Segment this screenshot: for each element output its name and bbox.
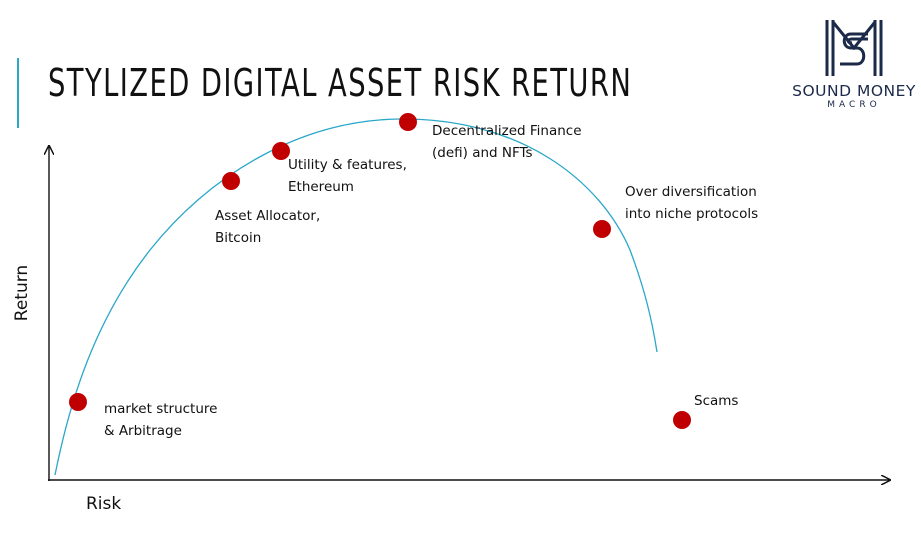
point-label-line: Utility & features, xyxy=(288,157,407,173)
point-label-over-diversification: Over diversification into niche protocols xyxy=(625,181,758,225)
logo-subtitle: MACRO xyxy=(827,100,881,110)
point-label-line: Over diversification xyxy=(625,184,757,200)
point-label-line: Scams xyxy=(694,393,739,409)
point-utility-features xyxy=(272,142,290,160)
point-label-defi-nfts: Decentralized Finance (defi) and NFTs xyxy=(432,120,582,164)
brand-logo: SOUND MONEY MACRO xyxy=(790,18,918,113)
point-label-line: & Arbitrage xyxy=(104,423,182,439)
point-label-line: into niche protocols xyxy=(625,206,759,222)
point-label-line: (defi) and NFTs xyxy=(432,145,533,161)
point-label-line: Ethereum xyxy=(288,179,354,195)
point-label-line: Bitcoin xyxy=(215,230,262,246)
point-label-scams: Scams xyxy=(694,390,738,412)
point-label-line: market structure xyxy=(104,401,218,417)
point-defi-nfts xyxy=(399,113,417,131)
point-asset-allocator xyxy=(222,172,240,190)
point-over-diversification xyxy=(593,220,611,238)
point-label-utility-features: Utility & features, Ethereum xyxy=(288,154,407,198)
point-market-structure xyxy=(69,393,87,411)
x-axis-label: Risk xyxy=(86,494,122,514)
point-scams xyxy=(673,411,691,429)
title-accent-bar xyxy=(17,58,19,128)
logo-name: SOUND MONEY xyxy=(792,82,916,100)
risk-return-curve xyxy=(54,118,658,476)
point-label-asset-allocator: Asset Allocator, Bitcoin xyxy=(215,205,320,249)
point-label-market-structure: market structure & Arbitrage xyxy=(104,398,217,442)
page-title: STYLIZED DIGITAL ASSET RISK RETURN xyxy=(48,61,633,105)
y-axis-label: Return xyxy=(12,264,32,322)
sm-monogram-icon xyxy=(825,20,883,76)
point-label-line: Asset Allocator, xyxy=(215,208,321,224)
point-label-line: Decentralized Finance xyxy=(432,123,582,139)
